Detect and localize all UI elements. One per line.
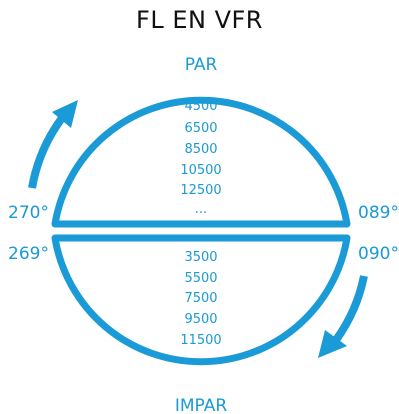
- heading-090: 090°: [358, 244, 399, 264]
- bottom-label: IMPAR: [175, 396, 227, 414]
- odd-level-1: 3500: [184, 250, 217, 265]
- even-level-more: ...: [195, 202, 207, 217]
- even-level-4: 10500: [180, 163, 221, 178]
- upper-left-arrow: [32, 118, 62, 188]
- odd-level-4: 9500: [184, 312, 217, 327]
- heading-269: 269°: [8, 244, 49, 264]
- even-level-1: 4500: [184, 99, 217, 114]
- heading-089: 089°: [358, 203, 399, 223]
- odd-level-5: 11500: [180, 333, 221, 348]
- even-level-5: 12500: [180, 183, 221, 198]
- heading-270: 270°: [8, 203, 49, 223]
- odd-level-2: 5500: [184, 271, 217, 286]
- even-level-3: 8500: [184, 142, 217, 157]
- even-level-2: 6500: [184, 121, 217, 136]
- odd-level-more: ...: [195, 352, 207, 367]
- odd-level-3: 7500: [184, 291, 217, 306]
- lower-right-arrow: [336, 276, 364, 340]
- top-label: PAR: [185, 55, 218, 75]
